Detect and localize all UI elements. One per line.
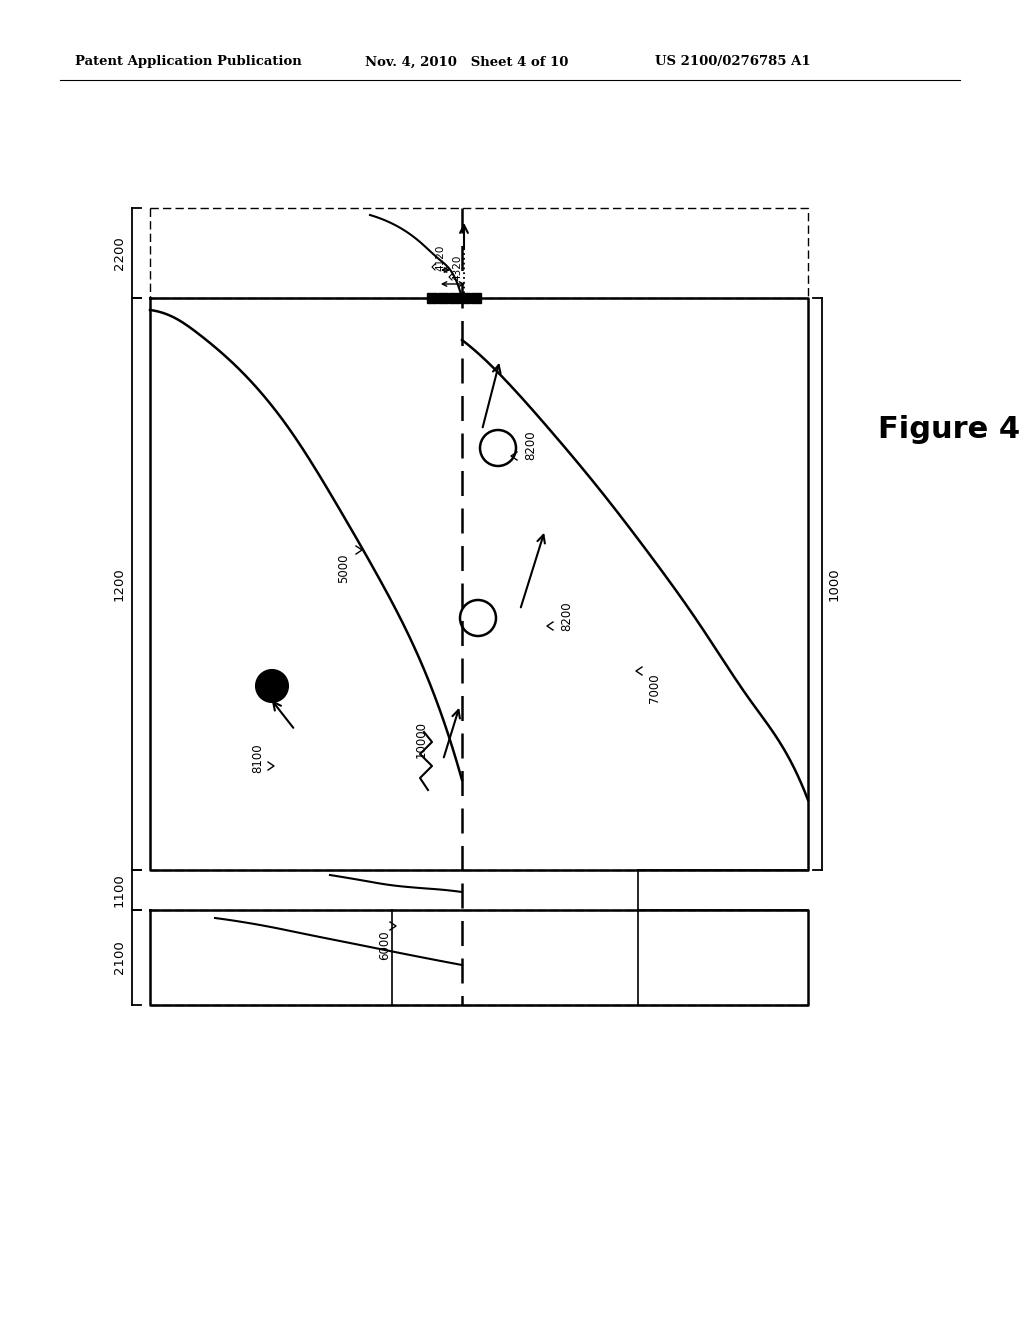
Text: 6000: 6000 [379, 931, 391, 960]
Text: 8100: 8100 [252, 743, 264, 772]
Text: 1000: 1000 [828, 568, 841, 601]
Bar [438, 293, 449, 304]
Text: 10000: 10000 [415, 722, 428, 759]
Text: 2200: 2200 [113, 236, 126, 269]
Bar [471, 293, 481, 304]
Text: 5000: 5000 [337, 553, 350, 582]
Circle shape [256, 671, 288, 702]
Text: Nov. 4, 2010   Sheet 4 of 10: Nov. 4, 2010 Sheet 4 of 10 [365, 55, 568, 69]
Text: 1100: 1100 [113, 873, 126, 907]
Text: US 2100/0276785 A1: US 2100/0276785 A1 [655, 55, 811, 69]
Text: 7000: 7000 [648, 673, 662, 702]
Text: 8200: 8200 [524, 430, 537, 459]
Text: 4320: 4320 [452, 255, 462, 281]
Text: 1200: 1200 [113, 568, 126, 601]
Text: 8200: 8200 [560, 601, 573, 631]
Bar [427, 293, 437, 304]
Text: Figure 4: Figure 4 [878, 416, 1020, 445]
Text: 2100: 2100 [113, 941, 126, 974]
Text: Patent Application Publication: Patent Application Publication [75, 55, 302, 69]
Bar [460, 293, 470, 304]
Bar [449, 293, 459, 304]
Text: 4120: 4120 [435, 244, 445, 271]
